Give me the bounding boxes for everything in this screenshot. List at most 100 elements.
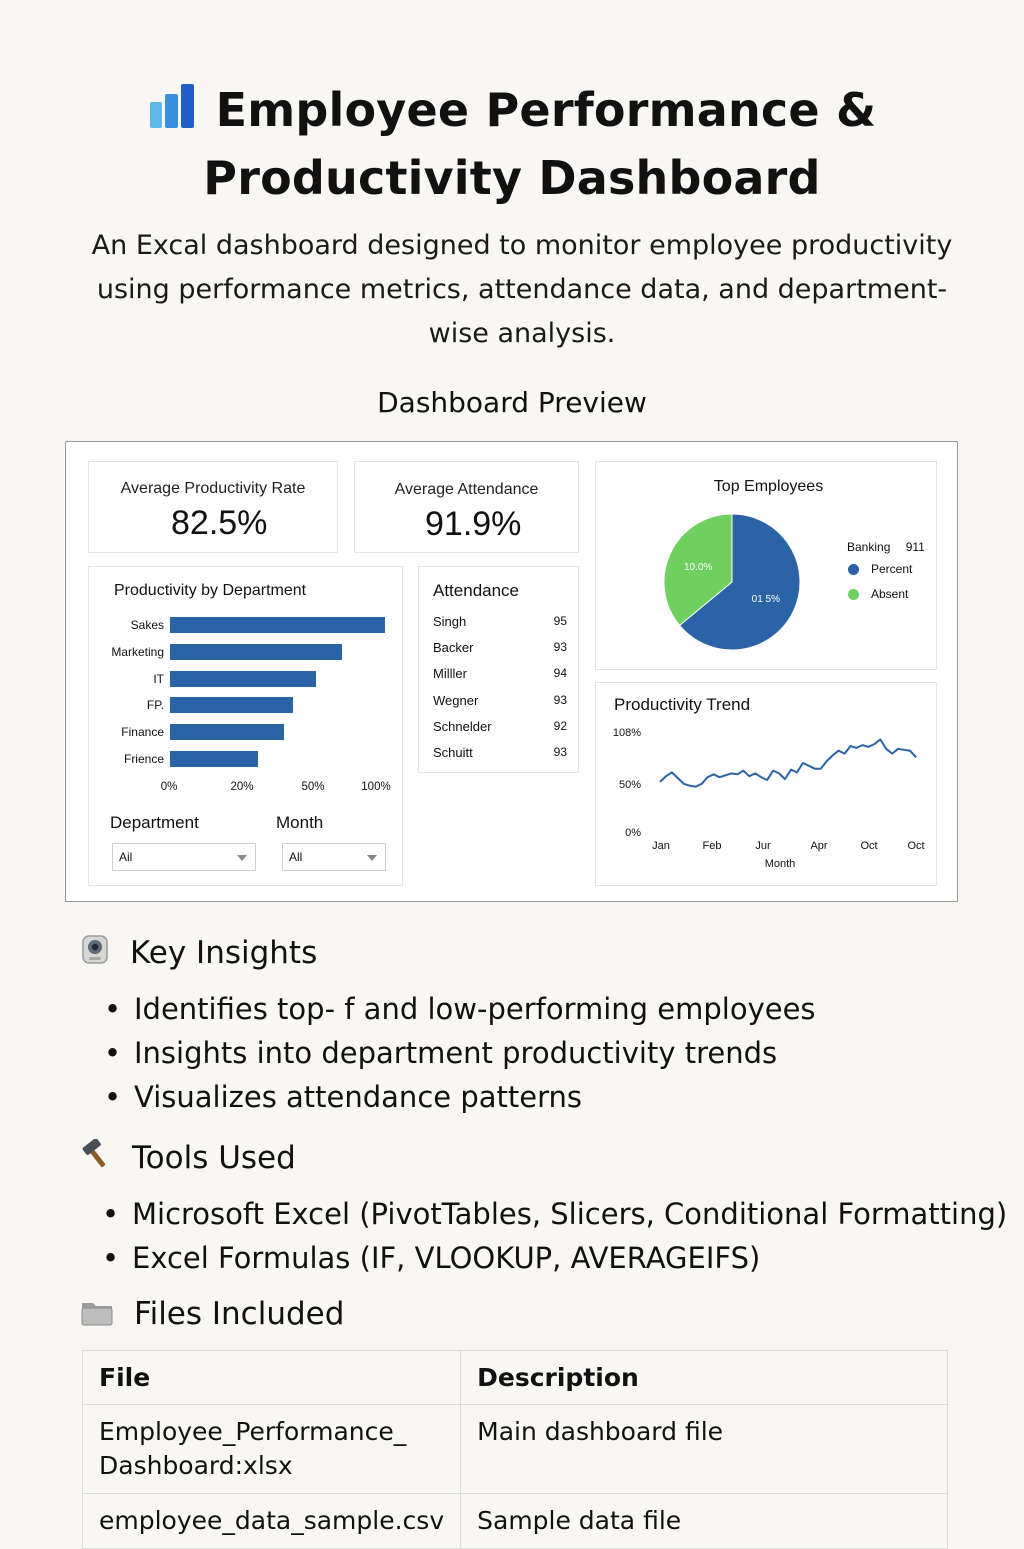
bar <box>170 617 385 633</box>
attendance-name: Wegner <box>433 693 479 708</box>
key-insights-list: Identifies top- f and low-performing emp… <box>82 987 816 1119</box>
attendance-name: Schnelder <box>433 719 492 734</box>
month-filter-dropdown[interactable]: All <box>282 843 386 871</box>
pie-slice-label: 01 5% <box>752 594 780 605</box>
x-tick-label: Oct <box>860 840 877 852</box>
top-employees-title: Top Employees <box>713 478 824 495</box>
title-line-2: Productivity Dashboard <box>203 151 821 205</box>
pie-slice-label: 10.0% <box>684 562 712 573</box>
month-filter-label: Month <box>276 813 324 832</box>
attendance-value: 93 <box>553 640 567 654</box>
y-tick-label: 108% <box>613 727 641 739</box>
attendance-title: Attendance <box>433 581 520 600</box>
department-filter-value: Ail <box>119 850 133 864</box>
department-chart-title: Productivity by Department <box>114 582 307 599</box>
kpi-attendance-card: Average Attendance 91.9% <box>354 461 579 553</box>
legend-header-label: Banking <box>847 540 891 554</box>
kpi-productivity-card: Average Productivity Rate 82.5% <box>88 461 338 553</box>
month-filter-value: All <box>289 850 303 864</box>
bar <box>170 670 317 687</box>
kpi-productivity-value: 82.5% <box>171 504 268 542</box>
department-filter-label: Department <box>110 813 199 832</box>
chevron-down-icon <box>237 855 247 861</box>
list-item: Microsoft Excel (PivotTables, Slicers, C… <box>80 1192 1007 1236</box>
legend-dot-percent <box>848 564 859 575</box>
x-tick-label: Apr <box>810 840 827 852</box>
attendance-value: 93 <box>553 745 567 759</box>
y-tick-label: 50% <box>619 779 641 791</box>
productivity-by-department-panel: Productivity by Department Sakes Marketin… <box>88 566 403 886</box>
bar-category-label: FP. <box>146 698 164 713</box>
bar-category-label: Frience <box>123 752 164 766</box>
legend-header: Banking 911 <box>847 540 925 554</box>
table-row: Employee_Performance_ Dashboard:xlsx Mai… <box>81 1404 948 1494</box>
tools-used-title: Tools Used <box>132 1140 296 1176</box>
file-description-cell: Main dashboard file <box>460 1404 948 1494</box>
attendance-row: Schuitt 93 <box>433 745 567 760</box>
x-tick-label: 20% <box>230 781 254 793</box>
tools-used-heading: Tools Used <box>80 1138 296 1179</box>
attendance-value: 92 <box>553 719 567 733</box>
x-axis-label: Month <box>765 858 796 870</box>
hammer-icon <box>80 1138 112 1179</box>
attendance-name: Schuitt <box>433 745 473 760</box>
legend-header-value: 911 <box>905 540 925 554</box>
tools-used-list: Microsoft Excel (PivotTables, Slicers, C… <box>80 1192 1007 1280</box>
key-insights-heading: Key Insights <box>80 932 317 974</box>
kpi-productivity-label: Average Productivity Rate <box>120 480 306 497</box>
table-header-row: File Description <box>81 1350 948 1405</box>
kpi-attendance-label: Average Attendance <box>394 481 539 498</box>
bar-category-label: IT <box>153 671 164 686</box>
pie-slice-percent <box>678 513 801 651</box>
x-tick-label: 100% <box>361 781 391 793</box>
bar-category-label: Sakes <box>130 618 164 632</box>
productivity-trend-panel: Productivity Trend 108% 50% 0% Jan Feb Jur Apr… <box>595 682 937 886</box>
bar <box>170 751 259 767</box>
list-item: Excel Formulas (IF, VLOOKUP, AVERAGEIFS) <box>80 1236 1007 1280</box>
trend-line <box>659 738 917 788</box>
file-name-cell[interactable]: employee_data_sample.csv <box>81 1493 462 1549</box>
title-text-1: Employee Performance & <box>215 83 877 137</box>
attendance-row: Schnelder 92 <box>433 719 567 734</box>
legend-label-absent: Absent <box>871 587 909 601</box>
x-tick-label: Jur <box>755 840 771 852</box>
preview-heading: Dashboard Preview <box>377 386 647 419</box>
attendance-row: Wegner 93 <box>433 693 567 708</box>
x-tick-label: Feb <box>703 840 722 852</box>
x-tick-label: 0% <box>160 781 178 793</box>
bar-category-label: Finance <box>121 725 164 740</box>
x-tick-label: Jan <box>652 840 670 852</box>
dashboard-preview: Average Productivity Rate 82.5% Average … <box>65 441 958 902</box>
folder-icon <box>80 1297 114 1335</box>
page-description: An Excal dashboard designed to monitor e… <box>91 230 953 349</box>
legend-dot-absent <box>848 589 859 600</box>
pie-slice-absent <box>663 513 733 627</box>
department-filter-dropdown[interactable]: Ail <box>112 843 256 871</box>
file-name-cell[interactable]: Employee_Performance_ Dashboard:xlsx <box>81 1404 462 1494</box>
bar-category-label: Marketing <box>111 644 164 659</box>
list-item: Identifies top- f and low-performing emp… <box>82 987 816 1031</box>
attendance-name: Singh <box>433 614 467 629</box>
list-item: Insights into department productivity tr… <box>82 1031 816 1075</box>
attendance-value: 93 <box>553 693 567 707</box>
bar <box>170 643 342 660</box>
attendance-value: 94 <box>553 666 567 680</box>
legend-label-percent: Percent <box>871 562 913 576</box>
table-row: employee_data_sample.csv Sample data fil… <box>81 1493 948 1549</box>
attendance-row: Milller 94 <box>433 666 567 681</box>
attendance-panel: Attendance Singh 95 Backer 93 Milller 94… <box>418 566 579 773</box>
chevron-down-icon <box>367 855 377 861</box>
files-included-heading: Files Included <box>80 1296 344 1335</box>
attendance-name: Milller <box>433 666 467 681</box>
file-description-cell: Sample data file <box>460 1493 948 1549</box>
column-header-file: File <box>81 1350 462 1405</box>
top-employees-panel: Top Employees 01 5% 10.0% Banking 911 Per… <box>595 461 937 670</box>
column-header-description: Description <box>460 1350 948 1405</box>
trend-title: Productivity Trend <box>614 695 751 714</box>
y-tick-label: 0% <box>625 827 641 839</box>
key-insights-title: Key Insights <box>130 935 318 971</box>
page-title: Employee Performance & Productivity Dash… <box>0 78 1024 210</box>
files-table: File Description Employee_Performance_ D… <box>81 1350 948 1549</box>
bar-chart-icon <box>148 82 196 146</box>
bar <box>170 724 284 741</box>
